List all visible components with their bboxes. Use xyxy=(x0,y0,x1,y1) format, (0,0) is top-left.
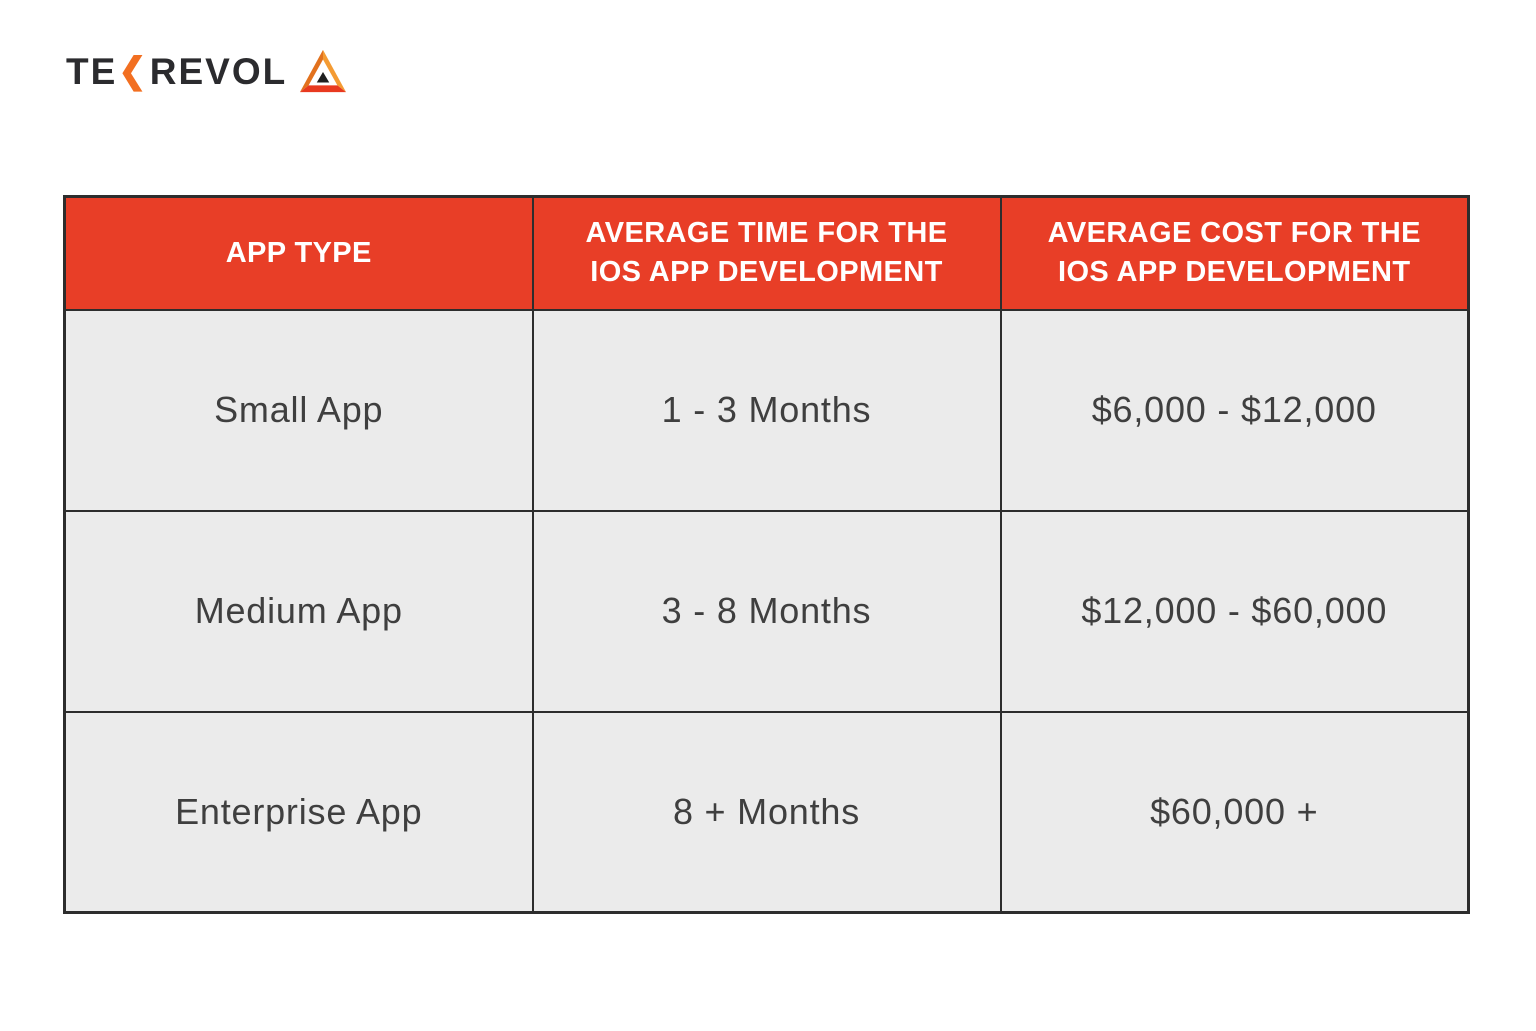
cell-average-time: 3 - 8 Months xyxy=(531,509,1002,713)
tekrevol-logo: TE ❮ REVOL xyxy=(66,48,347,94)
header-average-time: AVERAGE TIME FOR THE IOS APP DEVELOPMENT xyxy=(531,195,1002,311)
cell-app-type: Medium App xyxy=(63,509,534,713)
tekrevol-triangle-icon xyxy=(300,49,347,93)
cell-average-time: 8 + Months xyxy=(531,710,1002,914)
header-average-cost: AVERAGE COST FOR THE IOS APP DEVELOPMENT xyxy=(999,195,1470,311)
cell-average-time: 1 - 3 Months xyxy=(531,308,1002,512)
cell-average-cost: $12,000 - $60,000 xyxy=(999,509,1470,713)
table-row-medium-app: Medium App 3 - 8 Months $12,000 - $60,00… xyxy=(63,509,1470,713)
table-header-row: APP TYPE AVERAGE TIME FOR THE IOS APP DE… xyxy=(63,195,1470,311)
cell-app-type: Small App xyxy=(63,308,534,512)
table-row-enterprise-app: Enterprise App 8 + Months $60,000 + xyxy=(63,710,1470,914)
cell-app-type: Enterprise App xyxy=(63,710,534,914)
cell-average-cost: $6,000 - $12,000 xyxy=(999,308,1470,512)
wordmark-revol: REVOL xyxy=(149,50,288,92)
tekrevol-wordmark: TE ❮ REVOL xyxy=(66,53,287,90)
table-row-small-app: Small App 1 - 3 Months $6,000 - $12,000 xyxy=(63,308,1470,512)
wordmark-te: TE xyxy=(66,50,118,92)
app-cost-table: APP TYPE AVERAGE TIME FOR THE IOS APP DE… xyxy=(63,195,1470,914)
header-app-type: APP TYPE xyxy=(63,195,534,311)
cell-average-cost: $60,000 + xyxy=(999,710,1470,914)
tekrevol-chevron-icon: ❮ xyxy=(118,51,149,91)
